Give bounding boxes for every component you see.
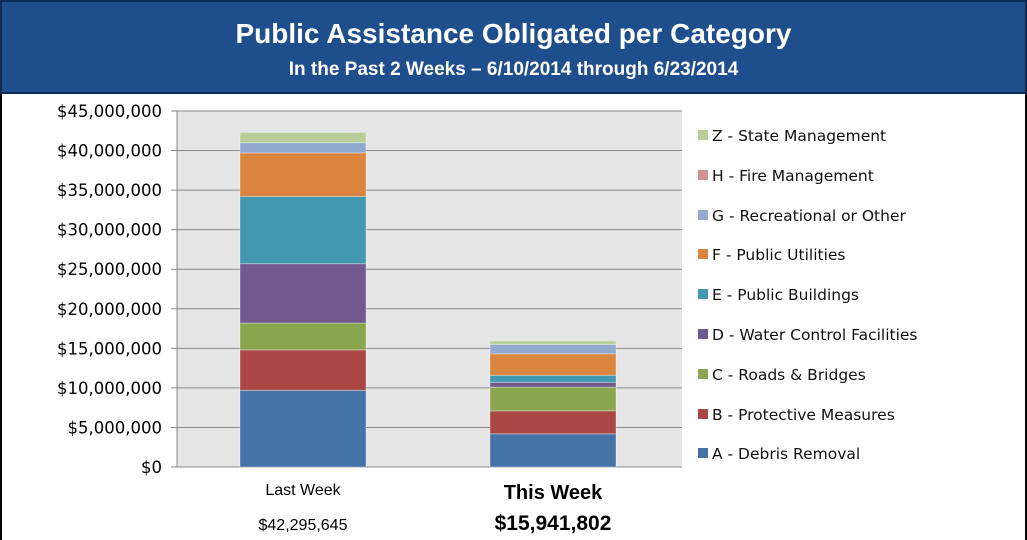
legend-item-a: A - Debris Removal: [698, 444, 918, 464]
category-total-last-week: $42,295,645: [258, 517, 348, 534]
bar-segment-b-1: [489, 410, 617, 435]
bar-segment-z-1: [489, 340, 617, 345]
bar-segment-a-1: [489, 433, 617, 468]
category-total-this-week: $15,941,802: [494, 512, 612, 535]
legend-swatch: [698, 209, 708, 220]
legend-label: A - Debris Removal: [712, 445, 861, 464]
bar-segment-d-1: [489, 381, 617, 388]
legend-item-h: H - Fire Management: [698, 166, 918, 186]
bar-segment-g-0: [239, 142, 367, 154]
legend-label: F - Public Utilities: [712, 246, 846, 265]
legend-label: Z - State Management: [712, 127, 887, 145]
legend-swatch: [698, 249, 708, 260]
legend-item-z: Z - State Management: [698, 126, 918, 146]
bar-segment-c-0: [239, 322, 367, 351]
legend-item-d: D - Water Control Facilities: [698, 325, 918, 345]
bar-segment-g-1: [489, 343, 617, 355]
legend-label: B - Protective Measures: [712, 405, 895, 424]
legend-label: C - Roads & Bridges: [712, 365, 866, 384]
legend-label: D - Water Control Facilities: [712, 325, 918, 344]
bar-segment-d-0: [239, 263, 367, 324]
legend-label: G - Recreational or Other: [712, 206, 906, 225]
bar-segment-z-0: [239, 131, 367, 144]
category-label-this-week: This Week: [503, 482, 603, 504]
bar-segment-b-0: [239, 349, 367, 391]
chart-subtitle: In the Past 2 Weeks – 6/10/2014 through …: [288, 59, 739, 80]
bar-segment-c-1: [489, 386, 617, 412]
y-tick-label: $20,000,000: [57, 300, 162, 319]
legend-swatch: [698, 169, 708, 180]
y-tick-label: $15,000,000: [57, 339, 162, 358]
bar-segment-e-1: [489, 374, 617, 383]
legend-swatch: [698, 130, 708, 140]
bar-segment-a-0: [239, 389, 367, 468]
legend-item-e: E - Public Buildings: [698, 285, 918, 305]
y-tick-label: $0: [141, 458, 162, 477]
category-label-last-week: Last Week: [265, 482, 341, 499]
legend-swatch: [698, 368, 708, 379]
bar-segment-f-1: [489, 353, 617, 376]
y-tick-label: $5,000,000: [68, 418, 162, 437]
legend-item-c: C - Roads & Bridges: [698, 365, 918, 385]
legend-swatch: [698, 289, 708, 300]
y-tick-label: $40,000,000: [57, 142, 162, 161]
chart-legend: Z - State Management H - Fire Management G…: [698, 126, 918, 484]
chart-title: Public Assistance Obligated per Category: [235, 18, 792, 49]
legend-swatch: [698, 448, 708, 459]
chart-header: Public Assistance Obligated per Category…: [0, 0, 1027, 94]
legend-item-g: G - Recreational or Other: [698, 206, 918, 226]
y-tick-label: $30,000,000: [57, 221, 162, 240]
legend-label: E - Public Buildings: [712, 286, 859, 305]
legend-item-b: B - Protective Measures: [698, 405, 918, 425]
y-tick-label: $35,000,000: [57, 181, 162, 200]
y-tick-label: $45,000,000: [57, 102, 162, 121]
stacked-bar-chart: $0 $5,000,000 $10,000,000 $15,000,000 $20,00…: [57, 102, 682, 477]
y-tick-label: $25,000,000: [57, 260, 162, 279]
legend-swatch: [698, 408, 708, 419]
legend-item-f: F - Public Utilities: [698, 245, 918, 265]
legend-swatch: [698, 328, 708, 339]
bar-segment-e-0: [239, 195, 367, 265]
bar-segment-f-0: [239, 152, 367, 197]
legend-label: H - Fire Management: [712, 166, 874, 185]
y-tick-label: $10,000,000: [57, 379, 162, 398]
